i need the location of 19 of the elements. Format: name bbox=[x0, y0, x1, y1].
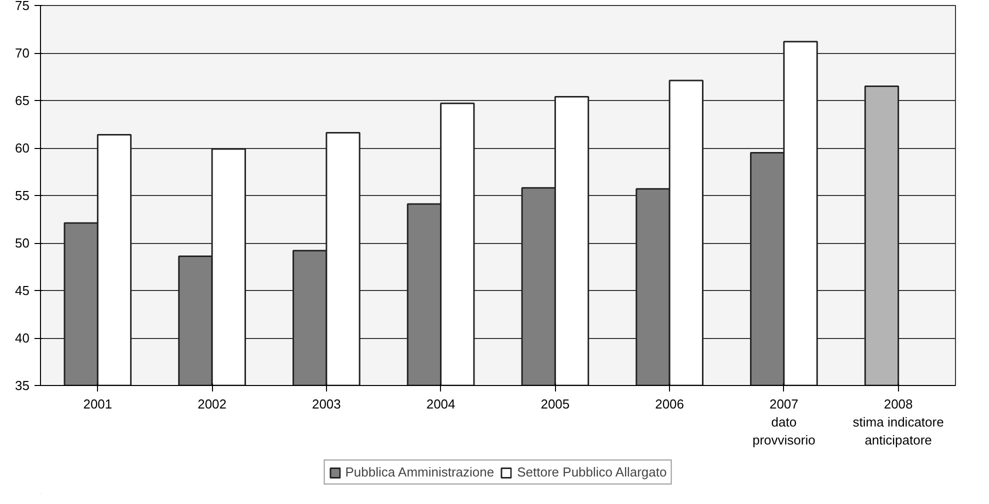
y-tick-label: 65 bbox=[15, 93, 30, 108]
legend-label: Settore Pubblico Allargato bbox=[517, 464, 667, 480]
y-tick-label: 70 bbox=[15, 46, 30, 60]
x-tick-label: 2007 dato provvisorio bbox=[752, 396, 816, 448]
x-tick-label: 2002 bbox=[198, 396, 227, 412]
y-tick-label: 35 bbox=[15, 378, 30, 393]
x-tick-label: 2001 bbox=[83, 396, 112, 412]
y-tick-label: 75 bbox=[15, 0, 30, 13]
x-tick-label: 2004 bbox=[426, 396, 456, 412]
y-tick-label: 45 bbox=[15, 283, 30, 298]
x-tick-label: 2008 stima indicatore anticipatore bbox=[852, 396, 944, 448]
x-tick-label: 2005 bbox=[540, 396, 570, 412]
legend-label: Pubblica Amministrazione bbox=[345, 464, 494, 480]
y-tick-label: 55 bbox=[15, 188, 30, 203]
y-tick-label: 40 bbox=[15, 330, 30, 346]
x-tick-label: 2003 bbox=[312, 396, 341, 412]
x-tick-label: 2006 bbox=[655, 396, 684, 412]
y-tick-label: 50 bbox=[15, 236, 30, 250]
y-tick-label: 60 bbox=[15, 140, 30, 156]
